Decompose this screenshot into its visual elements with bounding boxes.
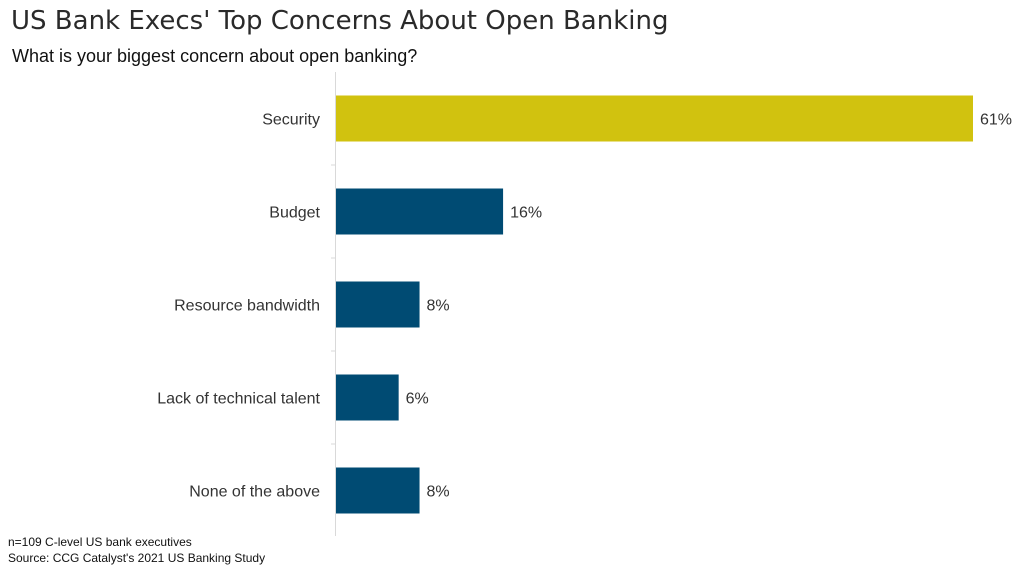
value-label-resource-bandwidth: 8%: [427, 298, 450, 315]
sample-size-note: n=109 C-level US bank executives: [8, 535, 192, 549]
value-label-none-of-the-above: 8%: [427, 484, 450, 501]
category-label-security: Security: [262, 112, 320, 129]
bar-none-of-the-above: [336, 467, 420, 514]
category-label-lack-of-technical-talent: Lack of technical talent: [157, 391, 320, 408]
value-label-lack-of-technical-talent: 6%: [406, 391, 429, 408]
bar-budget: [336, 188, 504, 235]
bar-lack-of-technical-talent: [336, 374, 399, 421]
value-label-security: 61%: [980, 112, 1012, 129]
bar-security: [336, 95, 973, 142]
bar-resource-bandwidth: [336, 281, 420, 328]
category-label-none-of-the-above: None of the above: [189, 484, 320, 501]
source-note: Source: CCG Catalyst's 2021 US Banking S…: [8, 551, 266, 565]
value-label-budget: 16%: [510, 205, 542, 222]
category-label-resource-bandwidth: Resource bandwidth: [174, 298, 320, 315]
category-label-budget: Budget: [269, 205, 320, 222]
chart-subtitle: What is your biggest concern about open …: [12, 46, 418, 66]
chart-title: US Bank Execs' Top Concerns About Open B…: [11, 6, 669, 36]
